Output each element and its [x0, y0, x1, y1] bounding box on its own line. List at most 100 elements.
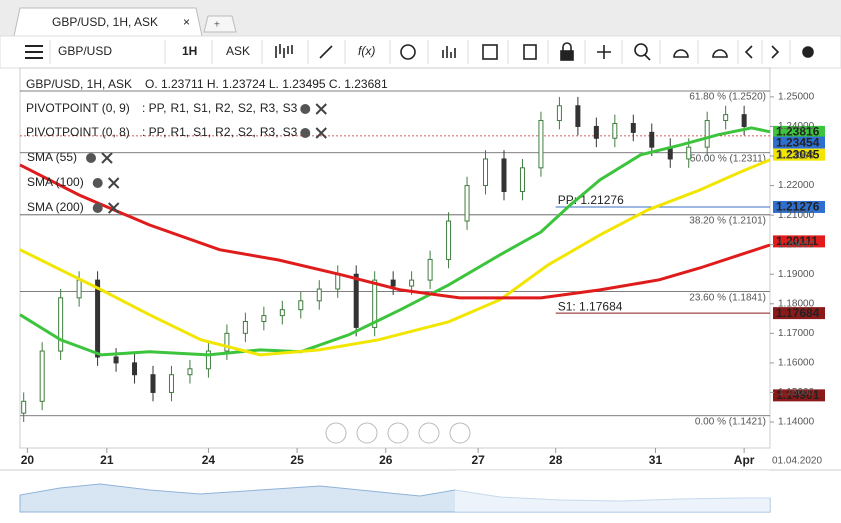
toolbar — [0, 35, 841, 69]
fib-label: 61.80 % (1.2520) — [689, 92, 766, 103]
remove-icon[interactable] — [315, 103, 327, 115]
settings-icon[interactable] — [300, 104, 311, 114]
candle-body — [224, 332, 230, 352]
settings-icon[interactable] — [300, 128, 311, 138]
y-tick-label: 1.19000 — [778, 269, 815, 280]
candle-body — [446, 220, 452, 260]
interval[interactable]: 1H — [182, 44, 197, 58]
pivot-item: : PP, — [142, 125, 166, 139]
candle-body — [132, 362, 138, 376]
menu-icon[interactable] — [25, 45, 43, 59]
remove-icon[interactable] — [101, 152, 113, 164]
candle-body — [298, 300, 304, 311]
legend-entry: SMA (100) — [27, 175, 84, 189]
candle-body — [538, 120, 544, 169]
date-label: 01.04.2020 — [772, 456, 822, 467]
fib-label: 23.60 % (1.1841) — [689, 292, 766, 303]
remove-icon[interactable] — [107, 202, 120, 214]
sma-line — [19, 163, 771, 300]
x-tick-label: Apr — [734, 453, 755, 467]
price-badge-label: 1.23454 — [776, 135, 820, 149]
navigator-window[interactable] — [455, 470, 770, 512]
y-tick-label: 1.24000 — [778, 121, 815, 132]
y-tick-label: 1.22000 — [778, 180, 815, 191]
zoom-controls[interactable] — [325, 422, 471, 444]
y-tick-label: 1.18000 — [778, 298, 815, 309]
candle-body — [242, 321, 248, 334]
candle-body — [335, 273, 341, 290]
price-badge-label: 1.20111 — [776, 234, 818, 248]
settings-icon[interactable] — [92, 178, 103, 188]
pivot-name: PIVOTPOINT (0, 9) — [26, 101, 130, 115]
settings-icon[interactable] — [86, 153, 97, 163]
sma-line — [19, 158, 771, 357]
y-tick-label: 1.16000 — [778, 358, 815, 369]
x-tick-label: 26 — [379, 453, 393, 467]
candle-body — [704, 120, 710, 148]
y-tick-label: 1.20000 — [778, 239, 815, 250]
candle-body — [483, 158, 489, 187]
price-badge — [773, 389, 825, 402]
candle-body — [113, 356, 119, 364]
pivot-name: PIVOTPOINT (0, 8) — [26, 125, 130, 139]
x-tick-label: 25 — [290, 453, 304, 467]
price-badge-label: 1.14901 — [776, 388, 820, 402]
legend-ohlc: O. 1.23711 H. 1.23724 L. 1.23495 C. 1.23… — [145, 77, 388, 91]
x-tick-label: 31 — [649, 453, 663, 467]
price-badge — [773, 136, 825, 149]
tab-close[interactable]: × — [183, 15, 190, 29]
pivot-item: R3, — [260, 125, 279, 139]
candle-body — [372, 279, 378, 328]
y-tick-label: 1.14000 — [778, 417, 815, 428]
legend-entry: SMA (55) — [27, 150, 77, 164]
toolbar-icons[interactable] — [275, 42, 814, 61]
pivot-item: R1, — [170, 125, 189, 139]
pivot-item: S1, — [193, 125, 211, 139]
pivot-item: S1, — [193, 101, 211, 115]
price-badge-label: 1.21276 — [776, 200, 820, 214]
pivot-item: R1, — [170, 101, 189, 115]
candle-body — [464, 185, 470, 222]
candle-body — [686, 146, 692, 160]
candle-body — [76, 279, 82, 299]
symbol[interactable]: GBP/USD — [58, 44, 112, 58]
candle-body — [556, 105, 562, 122]
candle-body — [723, 114, 729, 122]
price-badge-label: 1.23816 — [776, 125, 820, 139]
candle-body — [501, 158, 507, 192]
pivot-item: : PP, — [142, 101, 166, 115]
fib-label: 0.00 % (1.1421) — [695, 416, 766, 427]
sma-line — [19, 126, 771, 357]
candle-body — [205, 350, 211, 370]
price-type[interactable]: ASK — [226, 44, 250, 58]
candle-body — [150, 374, 156, 393]
function-button[interactable]: f(x) — [358, 44, 375, 58]
candle-body — [593, 125, 599, 139]
candle-body — [427, 258, 433, 281]
candle-body — [316, 288, 322, 302]
candle-body — [39, 350, 45, 402]
new-tab[interactable] — [203, 15, 237, 33]
candle-body — [261, 315, 267, 323]
x-tick-label: 21 — [100, 453, 114, 467]
x-tick-label: 20 — [21, 453, 35, 467]
plot-area[interactable] — [19, 67, 771, 449]
tab-title: GBP/USD, 1H, ASK — [52, 15, 158, 29]
toolbar-separators — [49, 40, 791, 64]
price-badge — [773, 307, 825, 320]
candle-body — [58, 297, 64, 352]
y-tick-label: 1.21000 — [778, 210, 815, 221]
x-tick-label: 28 — [549, 453, 563, 467]
candle-body — [575, 105, 581, 127]
remove-icon[interactable] — [315, 127, 327, 139]
price-badge — [773, 235, 825, 248]
new-tab-label[interactable]: + — [214, 20, 220, 31]
price-badge — [773, 125, 825, 138]
price-badge-label: 1.23045 — [776, 147, 820, 161]
candle-body — [390, 279, 396, 287]
pivot-label: PP: 1.21276 — [558, 193, 624, 207]
settings-icon[interactable] — [92, 203, 103, 213]
remove-icon[interactable] — [107, 177, 120, 189]
candle-body — [409, 279, 415, 287]
